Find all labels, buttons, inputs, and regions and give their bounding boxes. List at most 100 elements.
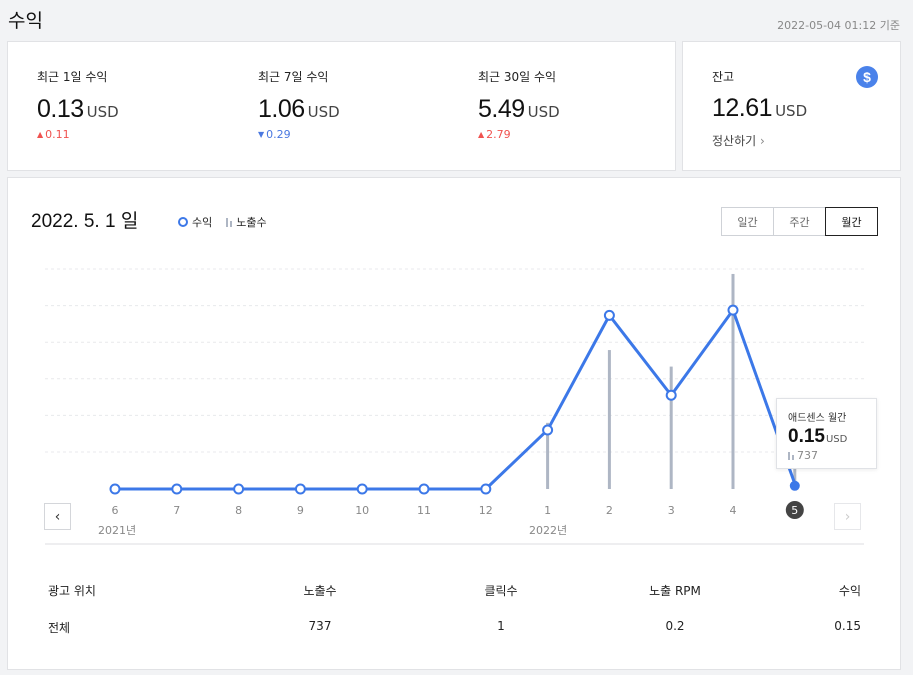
revenue-point — [480, 483, 492, 495]
impressions-bar — [793, 464, 797, 489]
legend-item-revenue: 수익 — [178, 214, 212, 230]
table-header-row: 광고 위치 노출수 클릭수 노출 RPM 수익 — [8, 570, 902, 607]
x-tick-label: 1 — [544, 504, 551, 517]
stat-change-value: 0.11 — [45, 128, 70, 141]
stat-30day: 최근 30일 수익 5.49 USD ▲ 2.79 — [478, 68, 560, 141]
impressions-bar — [731, 273, 735, 489]
table-row: 전체 737 1 0.2 0.15 — [8, 607, 902, 644]
stat-change: ▲ 0.11 — [37, 128, 119, 141]
chevron-right-icon: › — [760, 134, 765, 148]
legend-label: 노출수 — [236, 216, 267, 229]
balance-value: 12.61 USD — [712, 94, 807, 123]
circle-icon — [178, 217, 188, 227]
x-tick-label: 3 — [668, 504, 675, 517]
stat-change-value: 0.29 — [266, 128, 291, 141]
triangle-up-icon: ▲ — [478, 130, 485, 139]
timestamp: 2022-05-04 01:12 기준 — [777, 19, 900, 32]
balance-card: 잔고 $ 12.61 USD 정산하기 › — [682, 41, 901, 171]
revenue-point — [233, 483, 245, 495]
x-tick-label: 12 — [479, 504, 493, 517]
table-header-cell: 클릭수 — [484, 584, 518, 598]
tooltip-title: 애드센스 월간 — [788, 413, 847, 424]
revenue-point-selected — [789, 480, 800, 491]
settle-link-label: 정산하기 — [712, 134, 757, 148]
selected-month-badge — [785, 501, 804, 519]
stat-7day: 최근 7일 수익 1.06 USD ▼ 0.29 — [258, 68, 340, 141]
chevron-left-icon: ‹ — [54, 508, 61, 525]
x-tick-label: 2 — [606, 504, 613, 517]
stat-value: 0.13 USD — [37, 95, 119, 124]
triangle-up-icon: ▲ — [37, 130, 44, 139]
revenue-chart: 6 7 8 9 10 11 12 1 2 3 4 5 — [45, 268, 864, 545]
table-header-cell: 노출수 — [303, 584, 337, 598]
stat-unit: USD — [527, 103, 560, 121]
chart-legend: 수익 노출수 — [178, 214, 267, 230]
table-cell: 0.15 — [834, 619, 861, 633]
x-tick-label: 5 — [791, 504, 798, 517]
revenue-point — [603, 309, 615, 321]
chart-next-button[interactable]: › — [834, 503, 861, 530]
tooltip-impressions-value: 737 — [797, 449, 818, 462]
balance-number: 12.61 — [712, 94, 773, 122]
stat-change: ▼ 0.29 — [258, 128, 340, 141]
chart-tooltip: 애드센스 월간 0.15USD 737 — [776, 398, 877, 469]
tooltip-unit: USD — [825, 434, 848, 445]
revenue-point — [356, 483, 368, 495]
tab-weekly[interactable]: 주간 — [773, 207, 826, 236]
stat-change-value: 2.79 — [486, 128, 511, 141]
stat-label: 최근 30일 수익 — [478, 70, 557, 84]
stat-change: ▲ 2.79 — [478, 128, 560, 141]
year-label-2022: 2022년 — [529, 524, 568, 537]
triangle-down-icon: ▼ — [258, 130, 265, 139]
table-header-cell: 광고 위치 — [48, 584, 96, 598]
chevron-right-icon: › — [844, 508, 851, 525]
legend-item-impressions: 노출수 — [226, 214, 267, 230]
table-header-cell: 수익 — [838, 584, 861, 598]
revenue-point — [727, 304, 739, 316]
tooltip-number: 0.15 — [788, 426, 825, 447]
stat-number: 0.13 — [37, 95, 84, 123]
impressions-bar — [607, 350, 611, 489]
chart-prev-button[interactable]: ‹ — [44, 503, 71, 530]
chart-date-value: 2022. 5. 1 — [31, 211, 116, 232]
x-tick-label: 4 — [730, 504, 737, 517]
bars-icon — [788, 451, 794, 460]
table-cell: 737 — [308, 619, 332, 633]
x-tick-label: 8 — [235, 504, 242, 517]
tooltip-impressions: 737 — [788, 449, 818, 462]
x-tick-label: 6 — [112, 504, 119, 517]
stat-label: 최근 1일 수익 — [37, 70, 108, 84]
stat-label: 최근 7일 수익 — [258, 70, 329, 84]
ad-placement-table: 광고 위치 노출수 클릭수 노출 RPM 수익 전체 737 1 0.2 0.1… — [8, 570, 902, 644]
x-tick-label: 7 — [173, 504, 180, 517]
revenue-point — [171, 483, 183, 495]
balance-unit: USD — [775, 102, 808, 120]
page-title: 수익 — [8, 10, 43, 32]
revenue-point — [418, 483, 430, 495]
revenue-point — [665, 389, 677, 401]
settle-link[interactable]: 정산하기 › — [712, 132, 765, 149]
chart-date-suffix: 일 — [120, 210, 139, 232]
revenue-point — [542, 424, 554, 436]
x-tick-label: 9 — [297, 504, 304, 517]
tooltip-value: 0.15USD — [788, 426, 847, 448]
revenue-point — [109, 483, 121, 495]
bars-icon — [226, 217, 233, 227]
impressions-bar — [546, 422, 550, 489]
revenue-line — [115, 308, 797, 491]
stat-unit: USD — [307, 103, 340, 121]
tab-monthly[interactable]: 월간 — [825, 207, 878, 236]
revenue-point — [294, 483, 306, 495]
table-cell: 1 — [497, 619, 505, 633]
stat-value: 5.49 USD — [478, 95, 560, 124]
legend-label: 수익 — [192, 216, 213, 229]
table-header-cell: 노출 RPM — [649, 584, 701, 598]
table-cell: 0.2 — [665, 619, 685, 633]
stat-1day: 최근 1일 수익 0.13 USD ▲ 0.11 — [37, 68, 119, 141]
revenue-chart-card: 2022. 5. 1 일 수익 노출수 일간 주간 월간 6 7 8 9 10 11 12 1… — [7, 177, 901, 670]
period-tabs: 일간 주간 월간 — [721, 207, 878, 236]
dollar-icon: $ — [856, 66, 878, 88]
stat-number: 1.06 — [258, 95, 305, 123]
year-label-2021: 2021년 — [98, 524, 137, 537]
balance-label: 잔고 — [712, 70, 735, 84]
